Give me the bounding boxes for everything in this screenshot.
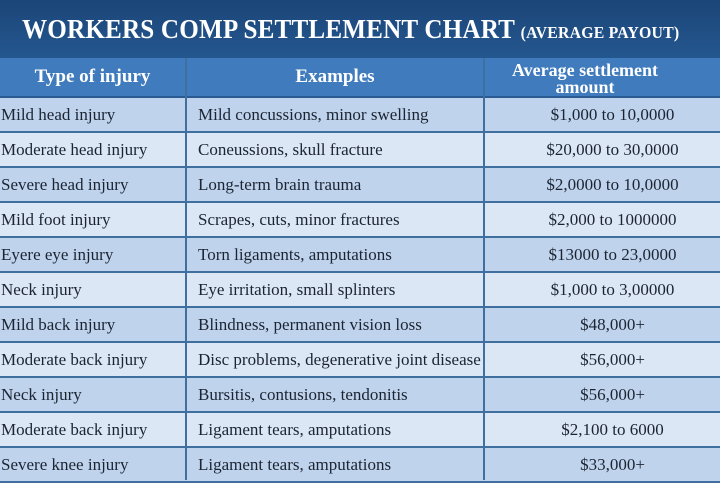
injury-type-cell: Mild back injury xyxy=(1,315,116,334)
header-examples: Examples xyxy=(295,66,375,87)
header-amount: Average settlement amount xyxy=(511,60,659,97)
amount-cell: $2,000 to 1000000 xyxy=(548,210,677,229)
examples-cell: Bursitis, contusions, tendonitis xyxy=(198,385,408,404)
examples-cell: Eye irritation, small splinters xyxy=(198,280,396,299)
injury-type-cell: Severe knee injury xyxy=(1,455,129,474)
injury-type-cell: Neck injury xyxy=(1,280,82,299)
examples-cell: Coneussions, skull fracture xyxy=(198,140,383,159)
table-row: Neck injury Bursitis, contusions, tendoni… xyxy=(0,378,720,413)
table-row: Neck injury Eye irritation, small splinte… xyxy=(0,273,720,308)
injury-type-cell: Mild foot injury xyxy=(1,210,111,229)
chart-title: WORKERS COMP SETTLEMENT CHART (AVERAGE PA… xyxy=(22,14,679,45)
column-divider xyxy=(185,58,187,480)
table-row: Severe knee injury Ligament tears, amputa… xyxy=(0,448,720,483)
examples-cell: Ligament tears, amputations xyxy=(198,455,392,474)
title-band: WORKERS COMP SETTLEMENT CHART (AVERAGE PA… xyxy=(0,0,720,58)
examples-cell: Long-term brain trauma xyxy=(198,175,362,194)
amount-cell: $56,000+ xyxy=(580,350,645,369)
injury-type-cell: Eyere eye injury xyxy=(1,245,114,264)
header-type: Type of injury xyxy=(34,66,151,87)
table-row: Moderate back injury Ligament tears, ampu… xyxy=(0,413,720,448)
examples-cell: Torn ligaments, amputations xyxy=(198,245,392,264)
table-row: Moderate head injury Coneussions, skull f… xyxy=(0,133,720,168)
table-body: Mild head injury Mild concussions, minor … xyxy=(0,98,720,483)
table-row: Severe head injury Long-term brain trauma… xyxy=(0,168,720,203)
examples-cell: Mild concussions, minor swelling xyxy=(198,105,429,124)
injury-type-cell: Neck injury xyxy=(1,385,82,404)
amount-cell: $13000 to 23,0000 xyxy=(548,245,677,264)
subtitle: (AVERAGE PAYOUT) xyxy=(520,23,680,42)
amount-cell: $2,0000 to 10,0000 xyxy=(546,175,679,194)
amount-cell: $33,000+ xyxy=(580,455,645,474)
column-divider xyxy=(483,58,485,480)
table-row: Moderate back injury Disc problems, degen… xyxy=(0,343,720,378)
injury-type-cell: Severe head injury xyxy=(1,175,129,194)
amount-cell: $20,000 to 30,0000 xyxy=(546,140,679,159)
table-row: Mild foot injury Scrapes, cuts, minor fra… xyxy=(0,203,720,238)
examples-cell: Ligament tears, amputations xyxy=(198,420,392,439)
table-row: Mild back injury Blindness, permanent vis… xyxy=(0,308,720,343)
table-row: Eyere eye injury Torn ligaments, amputati… xyxy=(0,238,720,273)
examples-cell: Disc problems, degenerative joint diseas… xyxy=(198,350,481,369)
amount-cell: $1,000 to 3,00000 xyxy=(550,280,675,299)
examples-cell: Scrapes, cuts, minor fractures xyxy=(198,210,400,229)
injury-type-cell: Mild head injury xyxy=(1,105,116,124)
table-row: Mild head injury Mild concussions, minor … xyxy=(0,98,720,133)
injury-type-cell: Moderate back injury xyxy=(1,350,148,369)
injury-type-cell: Moderate head injury xyxy=(1,140,148,159)
table-header: Type of injury Examples Average settleme… xyxy=(0,58,720,98)
title-text: WORKERS COMP SETTLEMENT CHART xyxy=(22,14,516,44)
amount-cell: $56,000+ xyxy=(580,385,645,404)
examples-cell: Blindness, permanent vision loss xyxy=(198,315,422,334)
injury-type-cell: Moderate back injury xyxy=(1,420,148,439)
amount-cell: $48,000+ xyxy=(580,315,645,334)
amount-cell: $1,000 to 10,0000 xyxy=(550,105,675,124)
amount-cell: $2,100 to 6000 xyxy=(561,420,664,439)
